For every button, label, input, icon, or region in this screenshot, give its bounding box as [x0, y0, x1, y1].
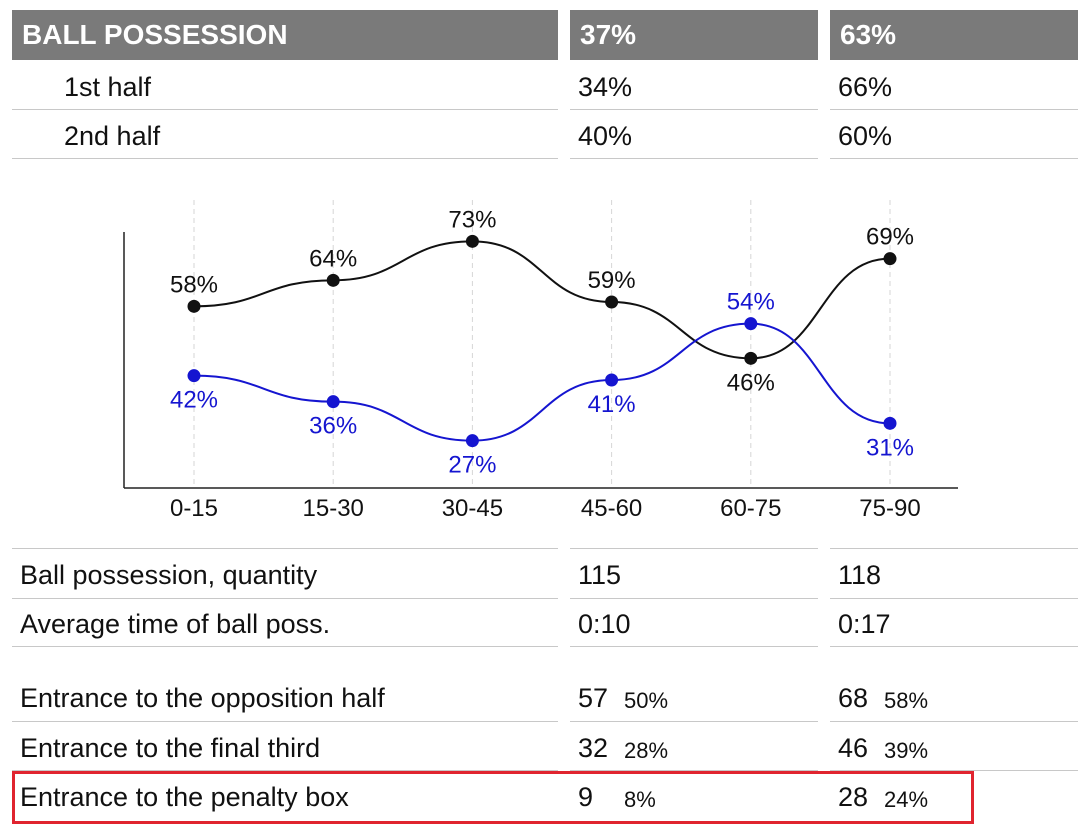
stat-team-a: 9 — [578, 782, 594, 812]
row-divider — [12, 109, 558, 110]
x-tick-label: 0-15 — [170, 495, 218, 522]
row-divider — [12, 721, 558, 722]
stat-label: Entrance to the opposition half — [20, 683, 385, 713]
data-point — [883, 416, 897, 430]
data-label: 64% — [309, 245, 357, 272]
data-point — [187, 369, 201, 383]
data-label: 73% — [448, 206, 496, 233]
row-divider — [570, 548, 818, 549]
half-team-a: 40% — [578, 121, 633, 151]
stat-label: Ball possession, quantity — [20, 560, 318, 590]
row-divider — [830, 598, 1078, 599]
row-divider — [830, 770, 1078, 771]
stat-label: Entrance to the penalty box — [20, 782, 349, 812]
series-line — [193, 322, 891, 442]
row-divider — [830, 646, 1078, 647]
x-tick-label: 75-90 — [859, 495, 920, 522]
data-label: 27% — [448, 452, 496, 479]
x-tick-label: 30-45 — [442, 495, 503, 522]
row-divider — [12, 158, 558, 159]
stat-label: Average time of ball poss. — [20, 609, 331, 639]
row-divider — [12, 646, 558, 647]
row-divider — [830, 109, 1078, 110]
data-label: 41% — [588, 391, 636, 418]
row-divider — [570, 770, 818, 771]
row-divider — [12, 770, 558, 771]
data-label: 42% — [170, 387, 218, 414]
row-divider — [12, 548, 558, 549]
row-divider — [570, 646, 818, 647]
row-divider — [570, 158, 818, 159]
stat-team-b-pct: 39% — [884, 738, 929, 763]
data-point — [326, 273, 340, 287]
data-point — [744, 317, 758, 331]
team-a-total: 37% — [570, 10, 818, 60]
data-point — [465, 434, 479, 448]
data-label: 54% — [727, 289, 775, 316]
data-point — [744, 351, 758, 365]
stat-label: Entrance to the final third — [20, 733, 321, 763]
data-point — [883, 252, 897, 266]
data-label: 58% — [170, 271, 218, 298]
stat-team-a-pct: 50% — [624, 688, 669, 713]
half-team-b: 66% — [838, 72, 893, 102]
row-divider — [830, 721, 1078, 722]
series-line — [193, 240, 891, 360]
row-divider — [570, 598, 818, 599]
data-label: 36% — [309, 413, 357, 440]
row-divider — [830, 158, 1078, 159]
stat-team-b-pct: 58% — [884, 688, 929, 713]
half-team-a: 34% — [578, 72, 633, 102]
row-divider — [830, 548, 1078, 549]
stat-team-b: 0:17 — [838, 609, 891, 639]
stat-team-a: 57 — [578, 683, 609, 713]
data-label: 69% — [866, 224, 914, 251]
data-label: 46% — [727, 369, 775, 396]
stat-team-b: 118 — [838, 560, 882, 590]
row-divider — [570, 721, 818, 722]
possession-line-chart: 0-15 15-30 30-45 45-60 60-75 75-90 58% 64% 73% 59… — [123, 200, 958, 522]
stat-team-a-pct: 8% — [624, 787, 656, 812]
stat-team-b-pct: 24% — [884, 787, 929, 812]
section-title: BALL POSSESSION — [12, 10, 558, 60]
stat-team-a-pct: 28% — [624, 738, 669, 763]
x-tick-label: 45-60 — [581, 495, 642, 522]
highlight-box — [12, 771, 974, 824]
data-point — [326, 395, 340, 409]
data-point — [187, 299, 201, 313]
stat-team-b: 28 — [838, 782, 869, 812]
row-divider — [12, 598, 558, 599]
team-b-total: 63% — [830, 10, 1078, 60]
data-point — [465, 234, 479, 248]
stat-team-a: 0:10 — [578, 609, 631, 639]
data-label: 59% — [588, 267, 636, 294]
stat-team-b: 68 — [838, 683, 869, 713]
stat-team-b: 46 — [838, 733, 869, 763]
data-point — [605, 373, 619, 387]
data-point — [605, 295, 619, 309]
x-tick-label: 60-75 — [720, 495, 781, 522]
half-label: 2nd half — [64, 121, 161, 151]
half-label: 1st half — [64, 72, 152, 102]
x-tick-label: 15-30 — [303, 495, 364, 522]
data-label: 31% — [866, 434, 914, 461]
stat-team-a: 32 — [578, 733, 609, 763]
row-divider — [570, 109, 818, 110]
half-team-b: 60% — [838, 121, 893, 151]
stat-team-a: 115 — [578, 560, 622, 590]
